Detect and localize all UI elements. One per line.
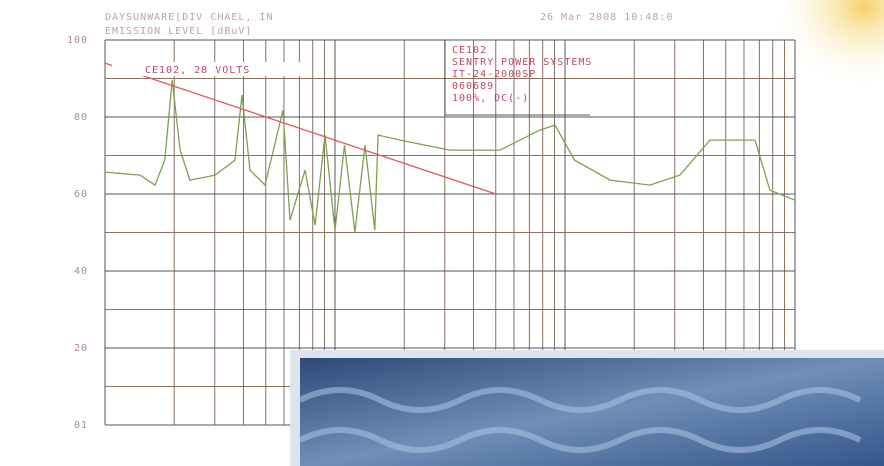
header-left: DAYSUNWARE[DIV CHAEL, IN (105, 12, 274, 23)
info-line: 060689 (452, 81, 494, 92)
y-tick-label: 01 (74, 420, 88, 431)
photo-texture (298, 427, 862, 453)
y-tick-label: 40 (74, 266, 88, 277)
photo-texture (298, 387, 862, 413)
info-line: SENTRY POWER SYSTEMS (452, 57, 592, 68)
info-line: IT-24-2000SP (452, 69, 536, 80)
header-right: 26 Mar 2008 10:48:0 (540, 12, 673, 23)
y-axis-title: EMISSION LEVEL [dBuV] (105, 26, 252, 37)
y-tick-label: 100 (67, 35, 88, 46)
photo-overlay (290, 350, 884, 466)
annotation: CE102, 28 VOLTS (145, 65, 250, 76)
y-tick-label: 80 (74, 112, 88, 123)
decoration (780, 0, 884, 90)
y-tick-label: 20 (74, 343, 88, 354)
annotation-bg (112, 62, 312, 76)
series-line (104, 79, 796, 233)
y-tick-label: 60 (74, 189, 88, 200)
info-line: 100%, DC(-) (452, 93, 529, 104)
info-line: CE102 (452, 45, 487, 56)
series-line (104, 62, 497, 195)
